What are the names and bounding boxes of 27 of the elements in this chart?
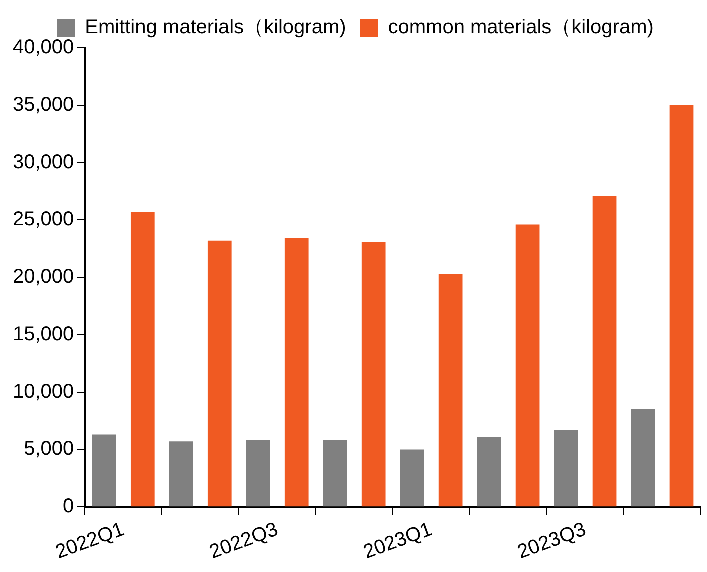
bar bbox=[438, 274, 463, 507]
bar bbox=[169, 442, 194, 507]
y-tick-label: 20,000 bbox=[13, 266, 74, 288]
bar bbox=[516, 224, 540, 507]
bar bbox=[92, 434, 116, 507]
bar bbox=[362, 242, 386, 507]
y-tick-label: 30,000 bbox=[13, 151, 74, 174]
y-tick-label: 25,000 bbox=[13, 208, 74, 231]
bar bbox=[208, 240, 232, 507]
y-tick-label: 15,000 bbox=[13, 323, 74, 346]
y-tick-label: 10,000 bbox=[13, 380, 74, 403]
bar bbox=[284, 238, 309, 507]
y-tick-label: 35,000 bbox=[13, 94, 74, 116]
bar bbox=[477, 437, 502, 507]
bar bbox=[670, 105, 694, 507]
bar bbox=[246, 440, 270, 507]
legend-label: Emitting materials（kilogram) bbox=[85, 16, 346, 39]
legend-label: common materials（kilogram) bbox=[388, 16, 654, 39]
bar bbox=[631, 410, 656, 507]
y-tick-label: 5,000 bbox=[24, 438, 74, 460]
bar bbox=[400, 450, 424, 507]
bar bbox=[554, 430, 578, 507]
bar bbox=[592, 196, 617, 507]
y-tick-label: 40,000 bbox=[13, 36, 74, 59]
bar bbox=[130, 212, 155, 507]
bar bbox=[323, 440, 348, 507]
y-tick-label: 0 bbox=[63, 496, 74, 518]
